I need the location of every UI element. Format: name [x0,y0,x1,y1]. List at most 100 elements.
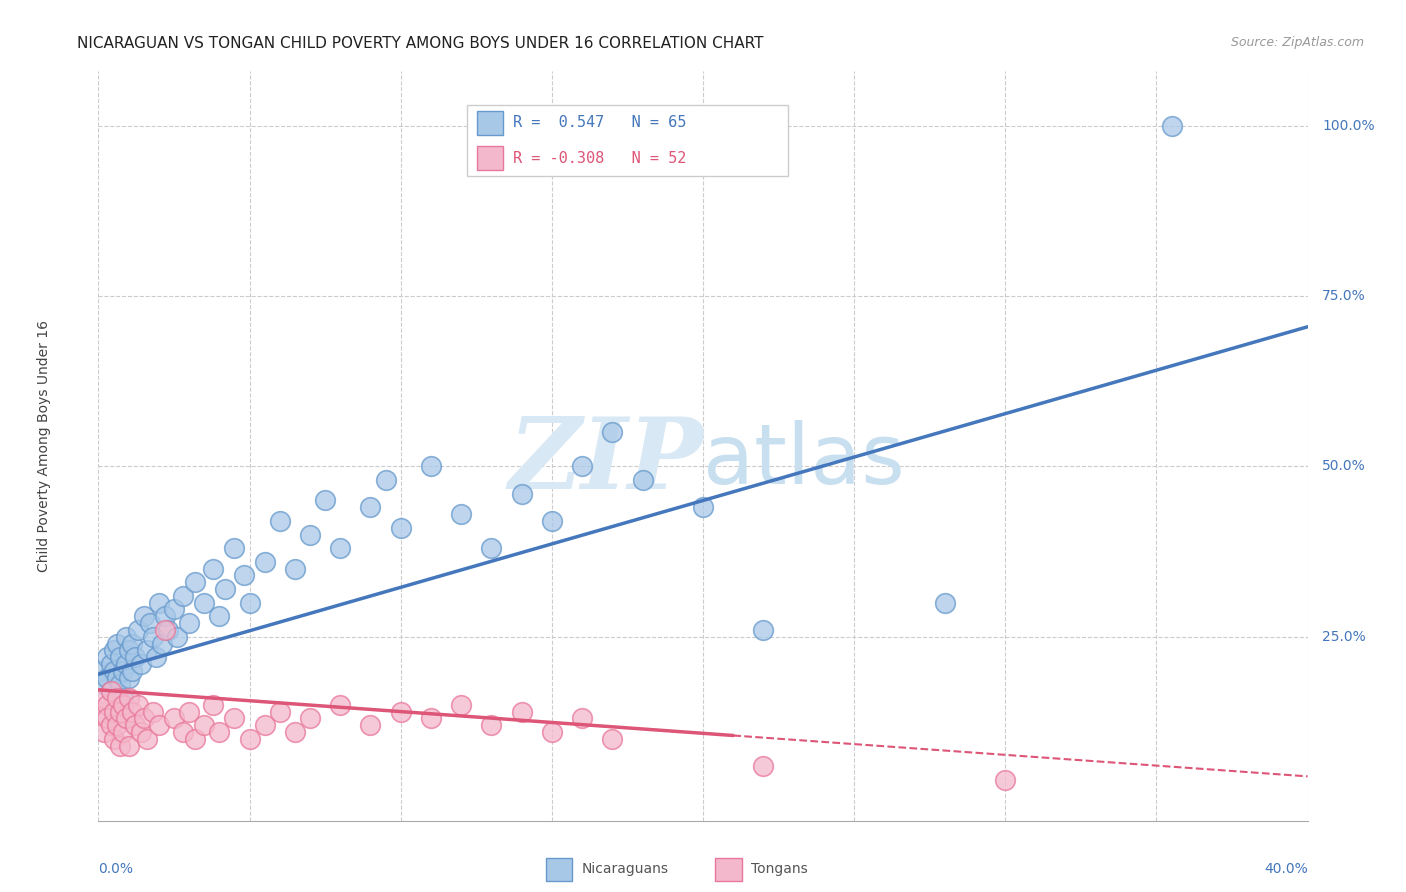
Point [329,541,352,556]
Point [129,725,152,739]
Point [121,664,143,678]
Point [571,459,593,474]
Point [127,698,149,712]
Point [540,514,562,528]
Point [374,473,396,487]
Point [602,731,624,746]
Point [420,711,443,725]
FancyBboxPatch shape [467,105,787,177]
Point [208,725,231,739]
Point [100,657,122,671]
Point [100,718,122,732]
Point [118,643,141,657]
Point [481,541,503,556]
Point [111,691,134,706]
Point [184,731,207,746]
Point [100,684,122,698]
Point [108,650,131,665]
Point [224,711,246,725]
Point [269,514,291,528]
Point [692,500,714,515]
Point [129,657,152,671]
Point [389,521,412,535]
Text: 100.0%: 100.0% [1322,119,1375,133]
Point [202,698,225,712]
Point [108,677,131,691]
Point [481,718,503,732]
Point [108,739,131,753]
Point [631,473,654,487]
Point [127,623,149,637]
Point [253,555,276,569]
FancyBboxPatch shape [546,858,572,880]
Point [105,671,128,685]
Point [208,609,231,624]
Point [193,596,215,610]
Text: 50.0%: 50.0% [1322,459,1365,474]
Text: 40.0%: 40.0% [1264,862,1308,876]
Point [90,664,112,678]
Point [105,691,128,706]
Point [284,725,307,739]
Point [232,568,254,582]
Point [93,677,115,691]
Text: Tongans: Tongans [751,863,808,876]
Point [269,705,291,719]
Point [510,705,533,719]
Point [360,500,382,515]
Point [114,657,136,671]
Text: Nicaraguans: Nicaraguans [582,863,669,876]
Point [193,718,215,732]
Text: Source: ZipAtlas.com: Source: ZipAtlas.com [1230,36,1364,49]
Point [111,698,134,712]
Point [540,725,562,739]
Text: Child Poverty Among Boys Under 16: Child Poverty Among Boys Under 16 [37,320,51,572]
Point [994,772,1017,787]
Point [90,705,112,719]
Point [142,705,165,719]
Point [239,731,262,746]
Point [450,698,472,712]
Point [450,507,472,521]
Point [96,711,118,725]
FancyBboxPatch shape [477,111,503,135]
Point [118,671,141,685]
Point [96,698,118,712]
Point [105,718,128,732]
Point [139,616,162,631]
Point [121,636,143,650]
Point [202,561,225,575]
Point [135,643,157,657]
Point [103,664,125,678]
Point [389,705,412,719]
Point [145,650,167,665]
Point [153,623,176,637]
Point [602,425,624,440]
Point [114,630,136,644]
Point [148,596,170,610]
Point [148,718,170,732]
Point [214,582,236,596]
Point [172,589,194,603]
Point [118,691,141,706]
Point [360,718,382,732]
Point [163,602,186,616]
Point [96,650,118,665]
Point [166,630,188,644]
Text: NICARAGUAN VS TONGAN CHILD POVERTY AMONG BOYS UNDER 16 CORRELATION CHART: NICARAGUAN VS TONGAN CHILD POVERTY AMONG… [77,36,763,51]
Point [284,561,307,575]
Point [299,527,322,541]
Point [224,541,246,556]
Text: 25.0%: 25.0% [1322,630,1365,644]
Point [150,636,173,650]
Text: ZIP: ZIP [508,413,703,509]
FancyBboxPatch shape [716,858,742,880]
Point [239,596,262,610]
Point [179,616,201,631]
Point [184,575,207,590]
Point [93,725,115,739]
Point [93,691,115,706]
Point [934,596,956,610]
Text: 0.0%: 0.0% [98,862,134,876]
Point [153,609,176,624]
